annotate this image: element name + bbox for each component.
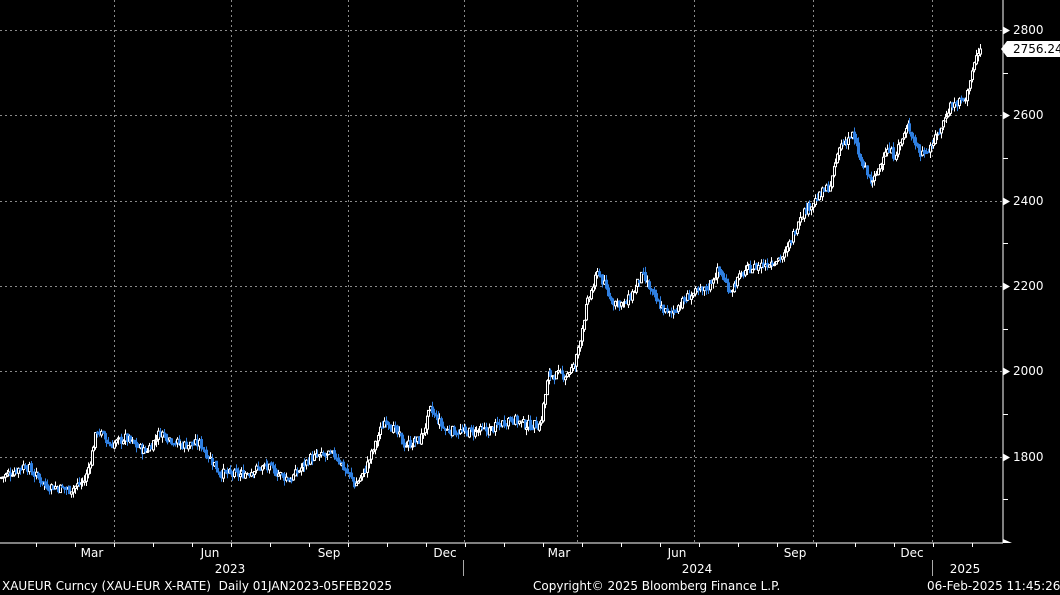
y-tick-2200: 2200 <box>1013 279 1044 293</box>
y-tick-2000: 2000 <box>1013 364 1044 378</box>
year-label-2023: 2023 <box>214 562 246 576</box>
x-tick-sep-2023: Sep <box>317 546 341 560</box>
security-description: XAUEUR Curncy (XAU-EUR X-RATE) Daily 01J… <box>2 579 392 593</box>
y-tick-1800: 1800 <box>1013 450 1044 464</box>
copyright: Copyright© 2025 Bloomberg Finance L.P. <box>533 579 781 593</box>
year-label-2025: 2025 <box>949 562 981 576</box>
last-price-label: 2756.24 <box>1001 41 1060 57</box>
x-tick-mar-2024: Mar <box>547 546 571 560</box>
x-tick-jun-2023: Jun <box>200 546 220 560</box>
gridlines <box>0 0 1003 543</box>
axis-ticks <box>36 26 1010 547</box>
y-tick-2400: 2400 <box>1013 194 1044 208</box>
x-tick-dec-2024: Dec <box>900 546 924 560</box>
year-divider <box>463 560 464 576</box>
x-axis-arrow <box>1003 539 1012 543</box>
timestamp: 06-Feb-2025 11:45:26 <box>927 579 1060 593</box>
x-tick-sep-2024: Sep <box>783 546 807 560</box>
x-tick-mar-2023: Mar <box>80 546 104 560</box>
y-tick-2600: 2600 <box>1013 108 1044 122</box>
year-divider <box>932 560 933 576</box>
year-label-2024: 2024 <box>681 562 713 576</box>
y-tick-2800: 2800 <box>1013 23 1044 37</box>
x-tick-dec-2023: Dec <box>433 546 457 560</box>
candlestick-series <box>0 43 982 498</box>
x-tick-jun-2024: Jun <box>667 546 687 560</box>
